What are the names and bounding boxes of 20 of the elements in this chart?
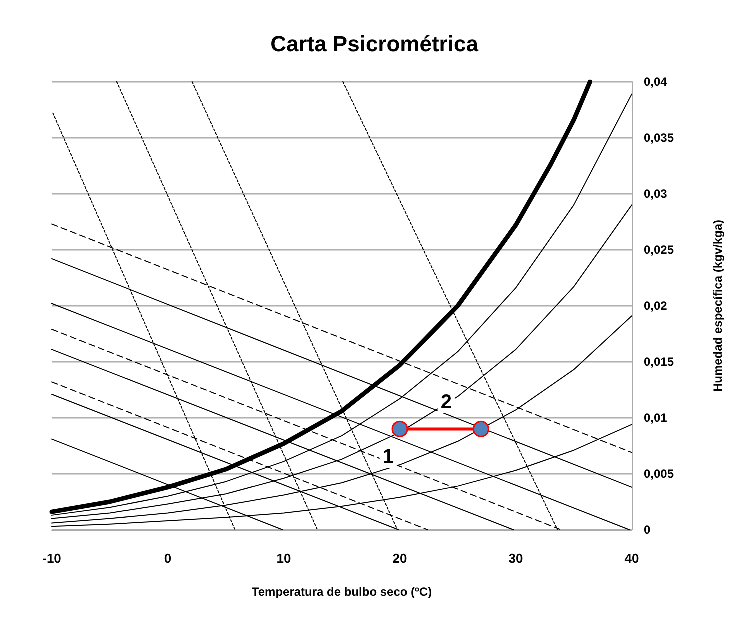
y-tick-label: 0,025 [644,243,674,257]
y-tick-label: 0,01 [644,411,668,425]
x-tick-label: -10 [42,551,62,566]
y-tick-label: 0,005 [644,467,674,481]
annotation: 2 [440,391,452,414]
chart-title: Carta Psicrométrica [270,32,480,56]
y-tick-label: 0,03 [644,187,668,201]
x-tick-label: 40 [624,551,640,566]
annotation: 1 [382,446,394,468]
x-tick-label: 0 [164,551,172,566]
y-tick-label: 0,04 [644,75,668,89]
y-axis-title: Humedad específica (kgv/kga) [711,220,725,392]
x-tick-label: 30 [508,551,524,566]
y-tick-label: 0,015 [644,355,674,369]
x-tick-label: 20 [392,551,408,566]
y-tick-label: 0 [644,523,651,537]
y-tick-label: 0,035 [644,131,674,145]
x-axis-title: Temperatura de bulbo seco (ºC) [252,585,432,599]
y-tick-label: 0,02 [644,299,668,313]
x-tick-label: 10 [276,551,292,566]
